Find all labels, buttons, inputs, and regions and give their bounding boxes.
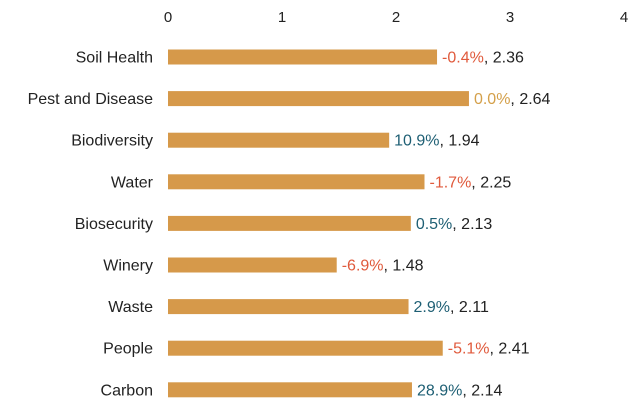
category-label: Water (111, 174, 154, 191)
value-label: , 2.11 (450, 299, 489, 316)
value-label: , 2.25 (471, 174, 511, 191)
x-tick-label: 0 (164, 9, 172, 26)
bar (168, 49, 438, 65)
data-label: -0.4%, 2.36 (442, 50, 524, 67)
data-label: 0.0%, 2.64 (474, 91, 551, 108)
change-percent-label: -5.1% (448, 341, 490, 358)
data-label: 28.9%, 2.14 (417, 382, 503, 399)
category-label: Carbon (101, 382, 153, 399)
bar (168, 257, 337, 273)
category-label: Biosecurity (75, 216, 153, 233)
change-percent-label: 2.9% (414, 299, 450, 316)
value-label: , 1.48 (384, 258, 424, 275)
x-tick-label: 1 (278, 9, 286, 26)
change-percent-label: -6.9% (342, 258, 384, 275)
change-percent-label: 10.9% (394, 133, 439, 150)
bar (168, 132, 390, 148)
bar (168, 299, 409, 315)
bar (168, 174, 425, 190)
data-label: -5.1%, 2.41 (448, 341, 530, 358)
x-tick-label: 4 (620, 9, 628, 26)
value-label: , 2.14 (462, 382, 502, 399)
data-label: -1.7%, 2.25 (430, 174, 512, 191)
x-axis-ticks: 0 1 2 3 4 (164, 9, 628, 26)
category-label: Waste (108, 299, 153, 316)
change-percent-label: 28.9% (417, 382, 462, 399)
data-label: 10.9%, 1.94 (394, 133, 480, 150)
change-percent-label: -0.4% (442, 50, 484, 67)
value-label: , 2.36 (484, 50, 524, 67)
value-label: , 1.94 (440, 133, 480, 150)
bar (168, 91, 469, 107)
category-label: Biodiversity (71, 133, 153, 150)
value-label: , 2.64 (510, 91, 550, 108)
change-percent-label: 0.5% (416, 216, 452, 233)
category-label: Winery (103, 258, 153, 275)
data-label: 0.5%, 2.13 (416, 216, 493, 233)
category-label: Soil Health (76, 50, 153, 67)
x-tick-label: 3 (506, 9, 514, 26)
value-label: , 2.13 (452, 216, 492, 233)
bar (168, 215, 411, 231)
bar (168, 340, 443, 356)
change-percent-label: -1.7% (430, 174, 472, 191)
data-label: 2.9%, 2.11 (414, 299, 489, 316)
data-label: -6.9%, 1.48 (342, 258, 424, 275)
change-percent-label: 0.0% (474, 91, 510, 108)
category-labels: Soil Health Pest and Disease Biodiversity W… (28, 50, 154, 400)
bars-group (168, 49, 469, 398)
category-label: Pest and Disease (28, 91, 154, 108)
category-label: People (103, 341, 153, 358)
x-tick-label: 2 (392, 9, 400, 26)
bar (168, 382, 412, 398)
value-label: , 2.41 (490, 341, 530, 358)
